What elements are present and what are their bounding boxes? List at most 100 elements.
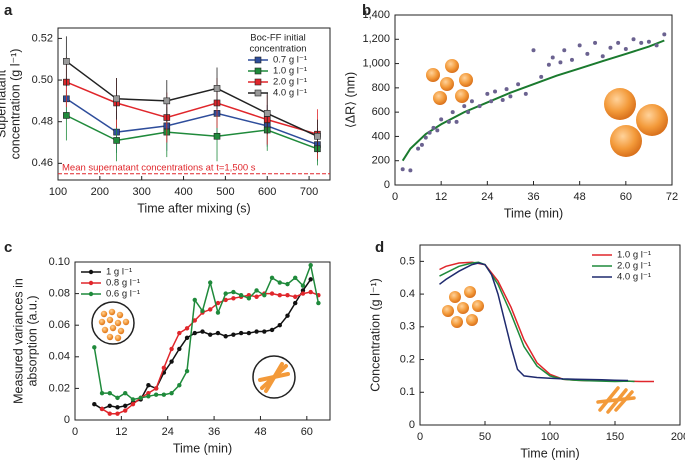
marker — [115, 411, 120, 416]
marker — [200, 308, 205, 314]
marker — [92, 345, 97, 350]
series-line — [66, 114, 318, 150]
marker — [277, 323, 282, 328]
marker — [254, 288, 259, 293]
scatter-point — [577, 43, 582, 48]
y-tick-label: 0.02 — [49, 382, 70, 394]
marker — [246, 296, 252, 301]
plot-frame — [57, 27, 331, 181]
y-axis-label: Concentration (g l⁻¹) — [368, 278, 382, 392]
marker — [285, 313, 290, 318]
marker — [153, 386, 159, 391]
y-tick-label: 400 — [372, 130, 390, 142]
droplets-icon — [442, 286, 484, 328]
panel: a 100 200 300 400 500 600 700 0.46 0.48 0.50 0.52 Ti… — [0, 2, 331, 215]
marker — [254, 294, 259, 299]
marker — [223, 297, 228, 303]
marker — [285, 281, 290, 287]
y-axis-label: ⟨ΔR⟩ (nm) — [343, 72, 357, 128]
y-tick-label: 1,000 — [362, 57, 390, 69]
y-axis-label: Supernatant — [0, 69, 8, 138]
scatter-point — [477, 104, 482, 109]
marker — [269, 291, 275, 296]
marker — [163, 97, 171, 105]
marker — [177, 330, 182, 336]
x-tick-label: 0 — [417, 431, 423, 443]
legend-label: 0.8 g l⁻¹ — [106, 278, 140, 289]
marker — [231, 296, 236, 301]
x-tick-label: 200 — [671, 431, 685, 443]
large-particles-icon — [604, 88, 668, 157]
legend-title: concentration — [249, 44, 306, 55]
scatter-point — [423, 135, 428, 140]
scatter-point — [654, 43, 659, 48]
legend-label: 1.0 g l⁻¹ — [273, 66, 307, 77]
marker — [192, 330, 197, 336]
legend-marker — [88, 269, 94, 275]
marker — [107, 390, 112, 396]
marker — [184, 326, 190, 331]
marker — [215, 300, 221, 306]
x-tick-label: 24 — [162, 426, 174, 438]
y-axis-label: Measured variances in — [11, 278, 25, 404]
x-axis-label: Time after mixing (s) — [137, 201, 250, 215]
scatter-point — [431, 125, 436, 130]
panel-label: a — [4, 2, 13, 19]
marker — [208, 332, 213, 337]
x-axis-label: Time (min) — [504, 206, 563, 220]
marker — [130, 397, 136, 402]
marker — [107, 411, 112, 416]
legend-label: 4.0 g l⁻¹ — [617, 272, 651, 283]
scatter-point — [593, 40, 598, 45]
legend-label: 4.0 g l⁻¹ — [273, 88, 307, 99]
marker — [161, 365, 167, 371]
marker — [208, 307, 213, 312]
x-tick-label: 12 — [435, 191, 447, 203]
x-tick-label: 60 — [620, 191, 632, 203]
scatter-point — [616, 40, 621, 45]
marker — [269, 327, 275, 333]
series-line — [439, 261, 635, 383]
panel: d 0 50 100 150 200 0 0.1 0.2 0.3 0.4 0.5 Time (min) C… — [368, 239, 685, 460]
scatter-point — [646, 39, 651, 44]
marker — [115, 405, 120, 410]
marker — [308, 262, 313, 268]
y-tick-label: 0.48 — [32, 116, 53, 128]
y-axis-label: absorption (a.u.) — [25, 295, 39, 386]
y-axis-label: concentration (g l⁻¹) — [8, 49, 22, 160]
legend-marker — [254, 78, 262, 86]
x-tick-label: 100 — [49, 186, 67, 198]
scatter-point — [450, 110, 455, 115]
marker — [254, 329, 259, 334]
marker — [123, 390, 128, 396]
y-tick-label: 0.46 — [32, 157, 53, 169]
scatter-point — [550, 55, 555, 60]
marker — [300, 283, 306, 288]
marker — [161, 392, 167, 397]
scatter-point — [454, 119, 459, 124]
marker — [192, 297, 197, 303]
legend-marker — [88, 291, 94, 297]
scatter-point — [569, 57, 574, 62]
y-tick-label: 1,200 — [362, 33, 390, 45]
marker — [169, 346, 174, 352]
y-tick-label: 0.10 — [49, 256, 70, 268]
marker — [223, 291, 228, 296]
x-tick-label: 72 — [666, 191, 678, 203]
scatter-point — [427, 130, 432, 135]
x-tick-label: 400 — [174, 186, 192, 198]
marker — [269, 275, 275, 280]
marker — [300, 288, 306, 293]
scatter-point — [435, 128, 440, 133]
marker — [63, 112, 70, 119]
marker — [262, 329, 267, 334]
legend-label: 2.0 g l⁻¹ — [617, 261, 651, 272]
legend-marker — [88, 280, 94, 286]
marker — [316, 300, 321, 306]
y-tick-label: 0.50 — [32, 74, 53, 86]
scatter-point — [408, 168, 413, 173]
y-tick-label: 0.5 — [400, 255, 415, 267]
marker — [130, 402, 136, 407]
scatter-point — [500, 98, 505, 102]
